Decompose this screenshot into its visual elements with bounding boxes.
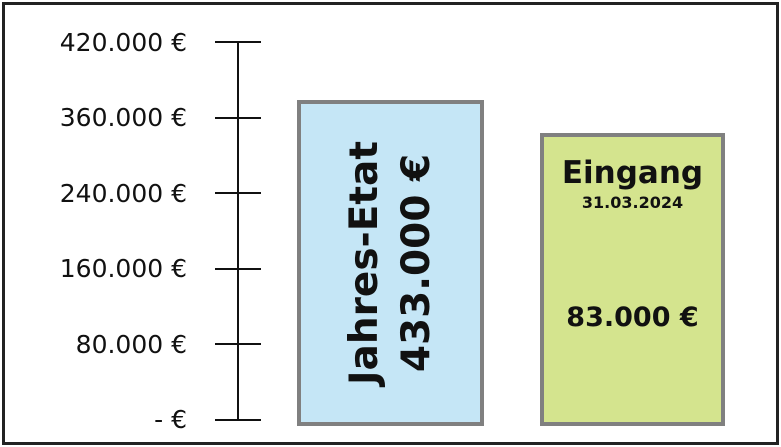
y-tick-label: 160.000 € [59,254,187,283]
y-tick-label: 240.000 € [59,179,187,208]
y-tick-420000 [215,41,261,43]
income-bar-date: 31.03.2024 [581,193,684,212]
y-axis-line [237,42,239,420]
y-tick-80000 [215,343,261,345]
budget-bar-label: Jahres-Etat [341,141,387,385]
budget-bar: Jahres-Etat 433.000 € [297,100,484,426]
y-tick-label: 420.000 € [59,28,187,57]
y-tick-label: 360.000 € [59,103,187,132]
income-bar-label: Eingang [561,155,704,191]
y-tick-label: 80.000 € [75,330,187,359]
budget-bar-text: Jahres-Etat 433.000 € [339,141,443,385]
y-tick-label: - € [154,405,187,434]
budget-bar-value: 433.000 € [393,153,439,373]
y-tick-360000 [215,117,261,119]
y-tick-240000 [215,192,261,194]
y-tick-0 [215,419,261,421]
income-bar-value: 83.000 € [566,302,699,333]
y-tick-160000 [215,268,261,270]
income-bar: Eingang 31.03.2024 83.000 € [540,133,725,426]
